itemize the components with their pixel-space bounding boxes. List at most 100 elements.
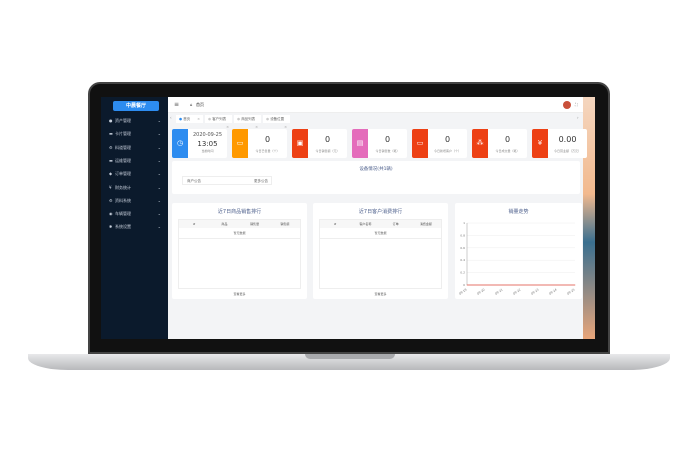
tab[interactable]: ● 商品列表 × (234, 115, 261, 129)
date-value: 2020-09-25 (192, 132, 223, 138)
fullscreen-icon[interactable]: ⛶ (575, 102, 578, 107)
home-icon: ⌂ (190, 102, 193, 107)
card-label: 今日销售额（元） (315, 149, 340, 153)
x-tick-label: 09-20 (476, 287, 486, 295)
sales-trend-chart: 0 0.2 0.4 0.6 0.8 1 09-19 09-20 09-21 09-22 09-23 0… (458, 221, 576, 296)
card-label: 当前时间 (201, 149, 214, 153)
y-tick-label: 0.2 (460, 271, 465, 275)
column-header[interactable]: 销售量 (250, 222, 260, 226)
sidebar-item-label: 车辆管理 (115, 211, 131, 217)
sidebar-item[interactable]: ⚙ 料道管理 ⌄ (109, 143, 161, 153)
data-point (556, 284, 558, 286)
sales-trend-panel: 销量走势 0 0.2 0.4 0.6 0.8 1 09-19 09-20 09-21 09-22 0… (455, 203, 582, 299)
sidebar-item[interactable]: ▬ 卡片管理 ⌄ (109, 129, 161, 139)
sidebar-item[interactable]: ● 资产管理 ⌄ (109, 116, 161, 126)
data-point (538, 284, 540, 286)
header: ≡ ⌂ 首页 ⛶ (168, 97, 583, 113)
box-icon: ▭ (412, 129, 428, 158)
tab-dot-icon: ● (266, 117, 270, 121)
chevron-down-icon: ⌄ (157, 184, 161, 190)
chevron-down-icon: ⌄ (157, 118, 161, 123)
sidebar-item-label: 系统设置 (115, 224, 131, 230)
stat-card: ◷ 2020-09-25 13:05 当前时间 (172, 129, 227, 158)
sidebar-item[interactable]: ◉ 车辆管理 ⌄ (109, 209, 161, 219)
card-label: 今日新增客户（个） (433, 149, 461, 153)
column-header[interactable]: # (192, 222, 196, 226)
card-label: 今日营业额（万元） (553, 149, 581, 153)
chevron-down-icon: ⌄ (157, 131, 161, 137)
stat-card: ¥0.00 今日营业额（万元） (532, 129, 587, 158)
y-tick-label: 0.4 (460, 258, 465, 262)
card-label: 今日成交量（笔） (495, 149, 520, 153)
tab[interactable]: ● 设备位置 × (263, 115, 290, 129)
laptop-base (28, 354, 670, 370)
box-icon: ▭ (232, 129, 248, 158)
close-icon[interactable]: × (255, 125, 258, 129)
tabs-prev-icon[interactable]: ‹ (170, 115, 172, 120)
tab[interactable]: ● 首页 × (176, 115, 203, 123)
avatar[interactable] (563, 101, 571, 109)
stat-card: ▭ 0 今日新增客户（个） (412, 129, 467, 158)
sidebar-item[interactable]: ¥ 财务统计 ⌄ (109, 183, 161, 193)
sidebar-item-label: 资料系统 (115, 197, 131, 203)
panel-title: 近7日商品销售排行 (217, 209, 262, 215)
sidebar-item-label: 资产管理 (115, 118, 131, 123)
chat-icon: ▤ (352, 129, 368, 158)
status-panel: 设备情况(共1辆) 商户公告 更多公告 (172, 161, 580, 194)
y-tick-label: 0.8 (460, 233, 465, 237)
card-value: 0 (444, 135, 451, 144)
view-more-link[interactable]: 查看更多 (374, 292, 387, 296)
tabs-next-icon[interactable]: › (577, 115, 579, 120)
tab-dot-icon: ● (179, 117, 183, 121)
empty-text: 暂无数据 (320, 228, 441, 239)
tab-label: 商品列表 (241, 117, 256, 121)
gear-icon: ⚙ (109, 197, 113, 203)
column-header[interactable]: 客户名称 (359, 222, 372, 226)
car-icon: ◉ (109, 211, 113, 217)
close-icon[interactable]: × (197, 117, 200, 121)
ranking-table: # 商品 销售量 销售额 暂无数据 (178, 219, 301, 289)
view-more-link[interactable]: 查看更多 (233, 292, 246, 296)
column-header[interactable]: 销售额 (280, 222, 290, 226)
nodes-icon: ⁂ (472, 129, 488, 158)
ranking-panel: 近7日商品销售排行 # 商品 销售量 销售额 暂无数据 查看更多 (172, 203, 307, 299)
column-header[interactable]: 商品 (221, 222, 228, 226)
data-point (466, 284, 468, 286)
sidebar-item[interactable]: ✱ 系统设置 ⌄ (109, 222, 161, 232)
status-title: 设备情况(共1辆) (359, 167, 393, 172)
column-header[interactable]: # (333, 222, 337, 226)
panel-title: 近7日客户消费排行 (358, 209, 403, 215)
chevron-down-icon: ⌄ (157, 211, 161, 217)
close-icon[interactable]: × (284, 125, 287, 129)
chevron-down-icon: ⌄ (157, 171, 161, 177)
breadcrumb[interactable]: 首页 (196, 102, 204, 107)
column-header[interactable]: 订单 (392, 222, 399, 226)
sidebar-item[interactable]: ⚙ 资料系统 ⌄ (109, 196, 161, 206)
sidebar-item-label: 运维管理 (115, 157, 131, 163)
user-icon: ● (109, 118, 113, 123)
logo: 中晨餐厅 (113, 101, 159, 111)
data-point (520, 284, 522, 286)
y-tick-label: 0.6 (460, 246, 465, 250)
sidebar: 中晨餐厅 ● 资产管理 ⌄ ▬ 卡片管理 ⌄ ⚙ 料道管理 ⌄ ▬ 运维管理 ⌄ ◆ 订单管理 ⌄ ¥ 财务统计… (101, 97, 168, 339)
yen-icon: ¥ (109, 184, 112, 190)
tab[interactable]: ● 客户列表 × (205, 115, 232, 129)
card-value: 0 (264, 135, 271, 144)
column-header[interactable]: 消费金额 (419, 222, 432, 226)
close-icon[interactable]: × (226, 125, 229, 129)
stat-card: ⁂ 0 今日成交量（笔） (472, 129, 527, 158)
x-tick-label: 09-25 (566, 287, 576, 295)
menu-toggle-icon[interactable]: ≡ (174, 101, 180, 108)
more-notice-link[interactable]: 更多公告 (254, 179, 268, 183)
sidebar-item[interactable]: ◆ 订单管理 ⌄ (109, 169, 161, 179)
sidebar-item[interactable]: ▬ 运维管理 ⌄ (109, 156, 161, 166)
tab-label: 设备位置 (270, 117, 285, 121)
clock-icon: ◷ (172, 129, 188, 158)
main: ≡ ⌂ 首页 ⛶ ‹ ● 首页 × ● 客户列表 × ● 商品列表 × ● 设备位置 … (168, 97, 587, 339)
tab-dot-icon: ● (208, 117, 212, 121)
chart-title: 销量走势 (508, 209, 529, 215)
screen: 中晨餐厅 ● 资产管理 ⌄ ▬ 卡片管理 ⌄ ⚙ 料道管理 ⌄ ▬ 运维管理 ⌄ ◆ 订单管理 ⌄ ¥ 财务统计… (101, 97, 595, 339)
data-point (574, 284, 576, 286)
sidebar-item-label: 料道管理 (115, 144, 131, 150)
yen-icon: ¥ (532, 129, 548, 158)
